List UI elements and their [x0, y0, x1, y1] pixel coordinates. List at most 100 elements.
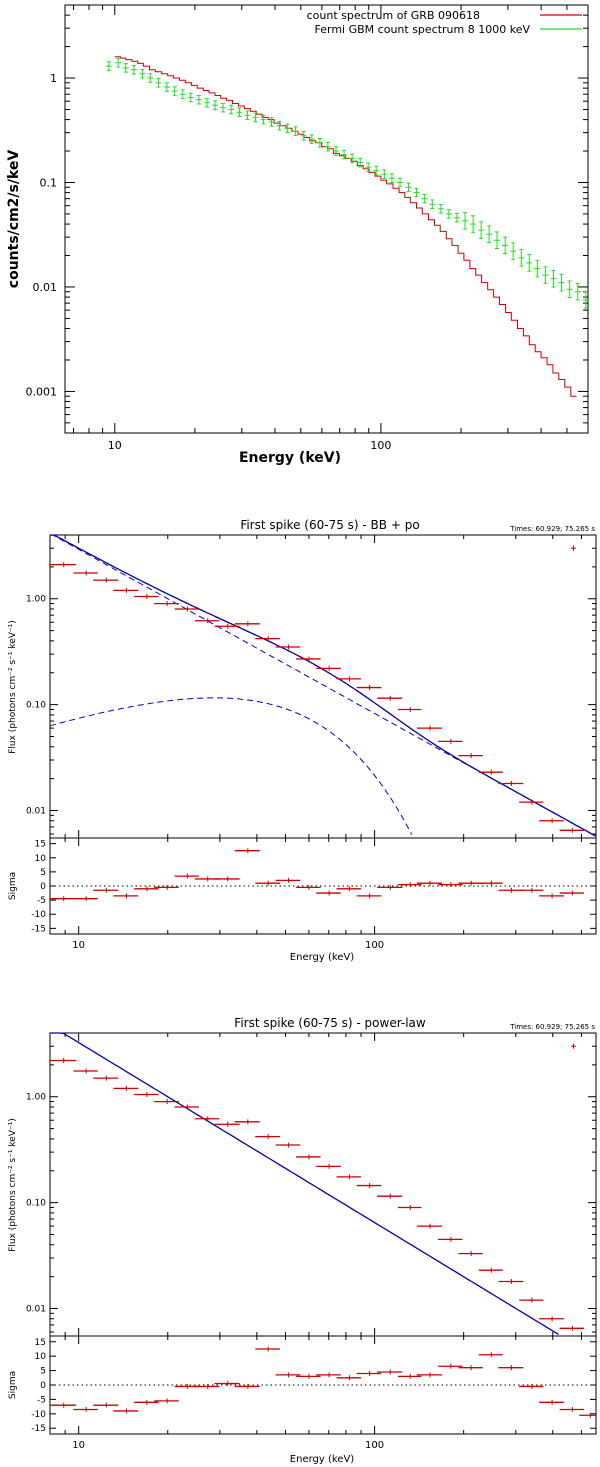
p2-residual-point — [498, 887, 524, 893]
p3-residual-point — [50, 1402, 77, 1408]
p1-legend-label-2: Fermi GBM count spectrum 8 1000 keV — [315, 23, 531, 36]
p3-residual-point — [296, 1373, 321, 1379]
p3-residual-point — [134, 1399, 159, 1405]
p2-data-point — [93, 577, 119, 583]
p3-residual-point — [113, 1408, 139, 1414]
p2-xtick-label: 100 — [365, 940, 384, 951]
p3-residual-point — [356, 1370, 382, 1376]
p2-total-model-line — [50, 534, 597, 837]
p3-residual-point — [255, 1346, 281, 1352]
p1-green-point — [179, 89, 186, 99]
p1-green-point — [486, 225, 493, 243]
p2-data-point — [416, 725, 443, 731]
p1-ytick-label: 0.1 — [40, 176, 58, 189]
p2-residual-point — [174, 873, 199, 879]
p1-green-point — [276, 120, 283, 131]
p2-res-tick-label: 10 — [35, 854, 47, 864]
p1-green-point — [413, 187, 420, 198]
p3-data-point — [559, 1325, 584, 1331]
p3-residual-point — [478, 1352, 503, 1358]
p3-powerlaw-model-line — [50, 1032, 559, 1335]
p3-xlabel: Energy (keV) — [290, 1454, 355, 1465]
p3-data-point — [50, 1057, 77, 1063]
p3-residual-point — [377, 1369, 403, 1375]
p2-residual-point — [275, 877, 301, 883]
p1-green-point — [582, 291, 589, 309]
p3-residual-point — [579, 1412, 596, 1418]
p2-residual-point — [234, 848, 260, 854]
p3-data-point — [539, 1316, 564, 1322]
p1-green-point — [510, 242, 517, 260]
p1-green-point — [518, 249, 525, 267]
p1-ytick-label: 0.001 — [26, 385, 58, 398]
p1-green-point — [195, 94, 202, 105]
p2-ytick-label: 0.01 — [26, 807, 46, 817]
p3-data-point — [255, 1134, 281, 1140]
p3-data-point — [93, 1075, 119, 1081]
p3-ytick-label: 0.01 — [26, 1305, 46, 1315]
p1-green-point — [558, 273, 565, 292]
p3-data-point — [438, 1236, 463, 1242]
p2-data-point — [50, 562, 77, 568]
p2-res-tick-label: -10 — [31, 910, 46, 920]
p1-green-point — [349, 153, 356, 164]
p2-data-point — [559, 827, 584, 833]
p3-res-tick-label: -15 — [31, 1424, 46, 1434]
p1-green-point — [397, 177, 404, 188]
p2-residual-point — [416, 880, 443, 886]
p2-data-point — [316, 665, 341, 671]
p2-residual-point — [356, 893, 382, 899]
p2-data-point — [154, 601, 179, 607]
p1-green-point — [462, 212, 469, 230]
p3-res-tick-label: -5 — [37, 1395, 46, 1405]
p2-residual-point — [255, 880, 281, 886]
p3-residual-point — [398, 1373, 422, 1379]
p3-res-tick-label: 5 — [40, 1367, 46, 1377]
p1-green-point — [163, 82, 170, 92]
p1-green-point — [228, 104, 235, 115]
p2-data-point — [194, 618, 220, 624]
p3-residual-point — [498, 1365, 524, 1371]
panel-power-law-fit: First spike (60-75 s) - power-law Times:… — [8, 1016, 597, 1465]
p1-green-point — [171, 86, 178, 96]
p1-green-point — [453, 212, 460, 223]
p3-data-point — [478, 1267, 503, 1273]
p3-residual-point — [559, 1407, 584, 1412]
p2-title: First spike (60-75 s) - BB + po — [240, 518, 419, 532]
p1-green-point — [252, 112, 259, 123]
p2-data-point — [336, 676, 362, 682]
p1-ylabel: counts/cm2/s/keV — [6, 150, 22, 289]
p1-green-point — [203, 97, 210, 108]
p3-residual-point — [458, 1365, 483, 1371]
p3-data-point — [296, 1154, 321, 1160]
p2-outlier-point — [570, 545, 576, 551]
p1-green-point — [502, 236, 509, 255]
p1-green-point — [437, 204, 444, 214]
p3-residual-point — [73, 1407, 98, 1412]
p1-green-point — [534, 259, 541, 278]
p2-residual-point — [377, 884, 403, 890]
p3-times: Times: 60.929; 75.265 s — [509, 1023, 595, 1031]
p2-res-tick-label: 0 — [40, 882, 46, 892]
p2-data-point — [174, 606, 199, 612]
p2-residual-point — [438, 882, 463, 888]
p2-residual-point — [73, 896, 98, 902]
p3-residual-point — [336, 1375, 362, 1381]
p1-green-point — [122, 63, 129, 73]
p2-ytick-label: 1.00 — [26, 595, 46, 605]
p1-green-point — [388, 173, 395, 183]
p3-data-point — [275, 1142, 301, 1148]
p1-green-point — [244, 110, 251, 121]
p1-green-point — [187, 92, 194, 103]
p1-green-point — [212, 100, 219, 110]
p2-res-tick-label: -5 — [37, 896, 46, 906]
p1-green-point — [324, 141, 331, 152]
p2-data-point — [296, 656, 321, 662]
p3-residual-point — [214, 1381, 240, 1387]
p3-data-point — [134, 1092, 159, 1098]
p3-data-point — [194, 1116, 220, 1122]
p2-data-point — [498, 780, 524, 786]
p1-ytick-label: 0.01 — [33, 281, 58, 294]
p3-plot-frame — [49, 1032, 597, 1337]
